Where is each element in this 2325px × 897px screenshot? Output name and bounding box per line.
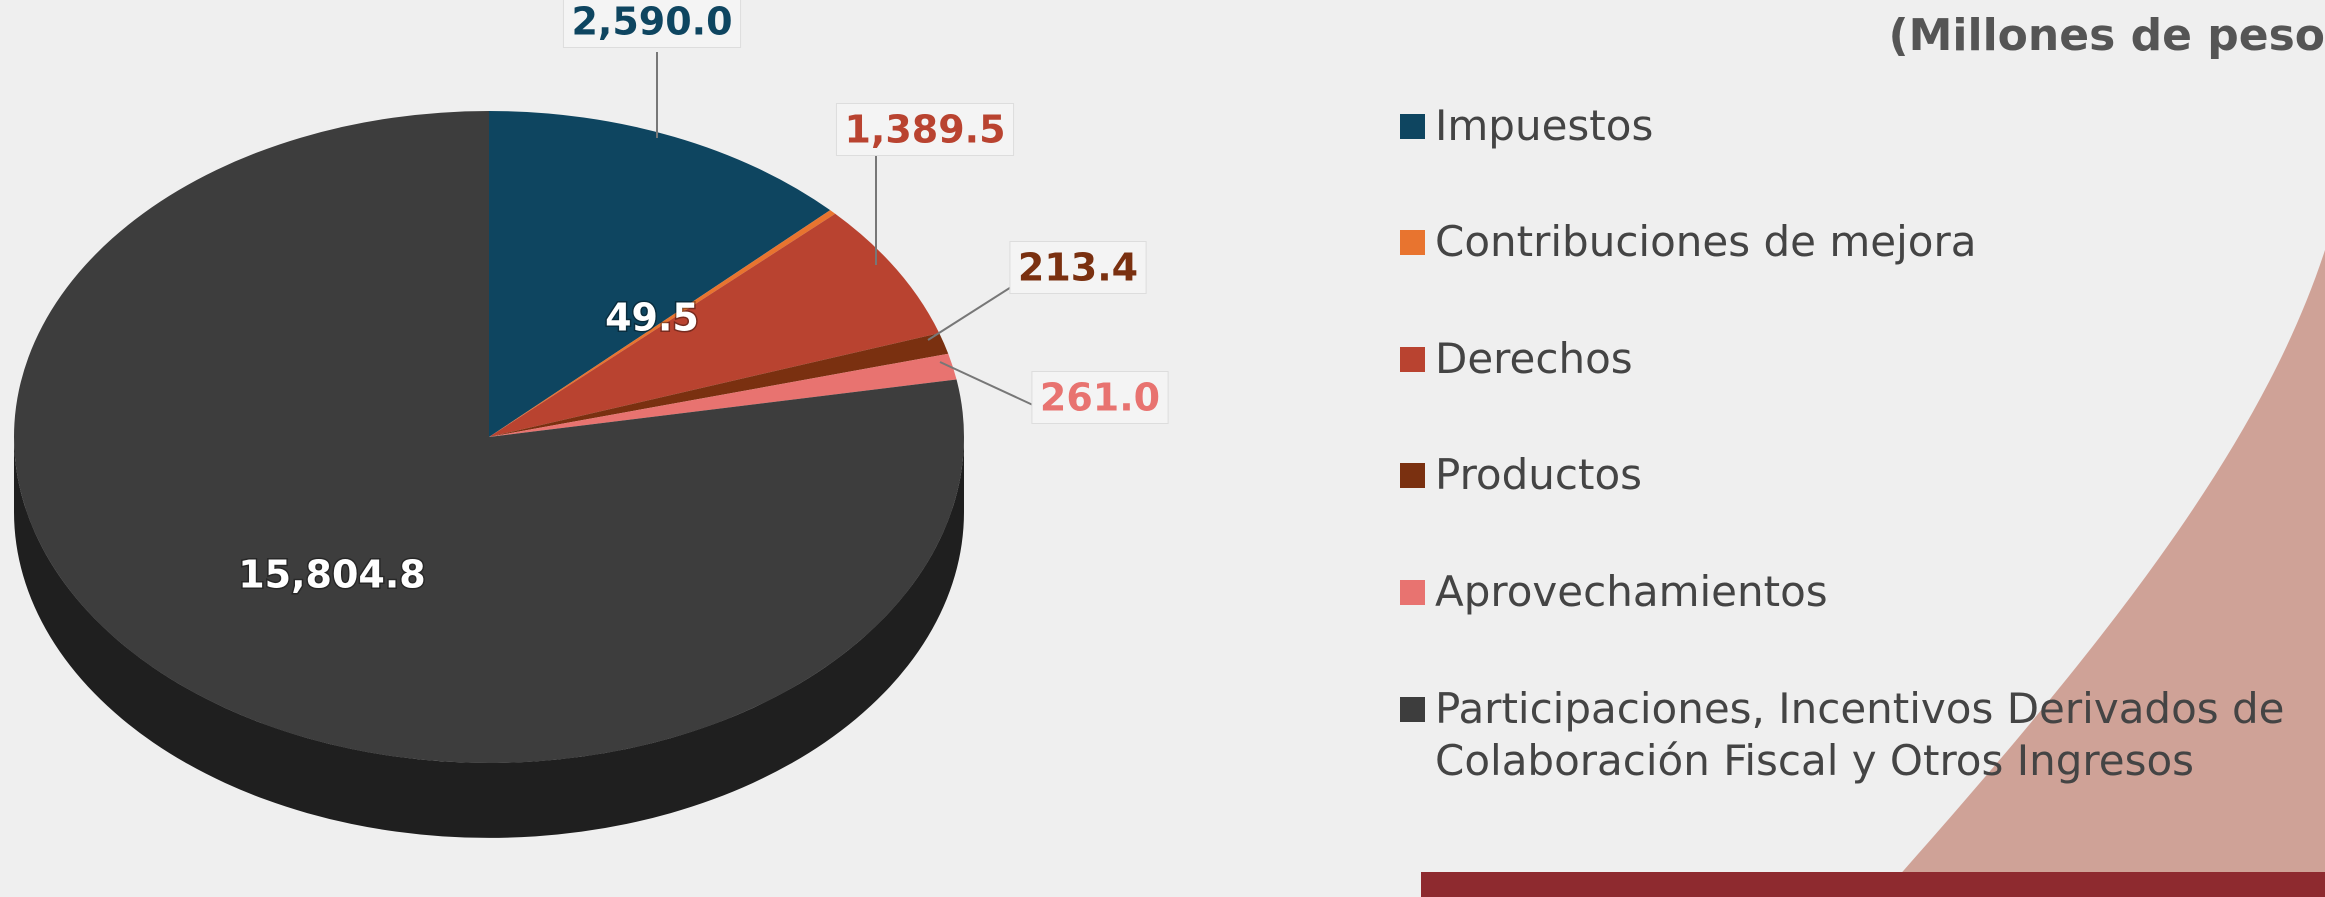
legend-label: Aprovechamientos [1435, 566, 2295, 618]
legend-item: Participaciones, Incentivos Derivados de… [1400, 683, 2295, 787]
legend-label: Productos [1435, 449, 2295, 501]
pie [14, 111, 964, 838]
legend-item: Aprovechamientos [1400, 566, 2295, 618]
data-label: 15,804.8 [238, 553, 426, 597]
legend-item: Contribuciones de mejora [1400, 216, 2295, 268]
data-label: 49.5 [605, 296, 699, 340]
legend-label: Derechos [1435, 333, 2295, 385]
legend-swatch [1400, 463, 1425, 488]
legend-swatch [1400, 347, 1425, 372]
legend-item: Impuestos [1400, 100, 2295, 152]
data-label: 2,590.0 [571, 0, 732, 44]
legend-label: Contribuciones de mejora [1435, 216, 2295, 268]
data-label: 261.0 [1040, 376, 1160, 420]
chart-title: (Millones de peso [1889, 10, 2325, 61]
legend-item: Derechos [1400, 333, 2295, 385]
legend-item: Productos [1400, 449, 2295, 501]
legend-swatch [1400, 114, 1425, 139]
legend-swatch [1400, 697, 1425, 722]
legend-label: Impuestos [1435, 100, 2295, 152]
data-label: 1,389.5 [844, 108, 1005, 152]
legend-swatch [1400, 580, 1425, 605]
legend-swatch [1400, 230, 1425, 255]
legend-label: Participaciones, Incentivos Derivados de… [1435, 683, 2295, 787]
page: (Millones de peso 2,590.0 49.5 1,389.5 213.… [0, 0, 2325, 897]
data-label: 213.4 [1018, 246, 1138, 290]
footer-bar [1421, 872, 2325, 897]
